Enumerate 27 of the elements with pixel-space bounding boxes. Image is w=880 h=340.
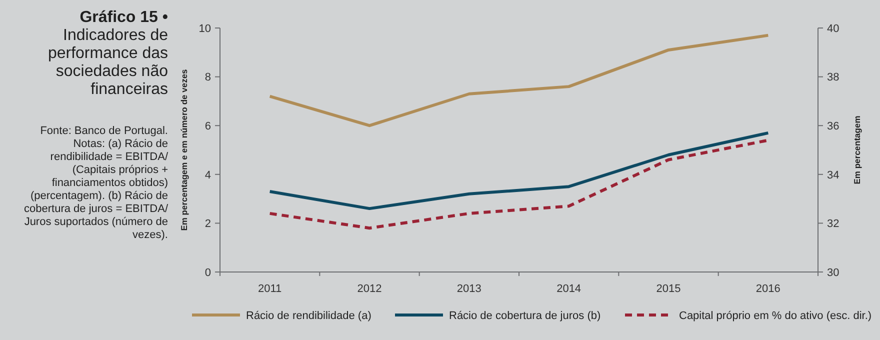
y-axis-title: Em percentagem e em número de vezes xyxy=(179,68,189,231)
text: Fonte: Banco de Portugal. Notas: (a) Rácio de rendibilidade = EBITDA/ (Capitais próprios + financiamentos obtidos) (percentagem). (b) Rácio de cobertura de juros = EBITDA/ Juros suportados (número de vezes). xyxy=(24,125,168,241)
y2-tick-label: 38 xyxy=(827,72,840,84)
x-tick-label: 2013 xyxy=(456,283,482,295)
y2-axis-title: Em percentagem xyxy=(852,115,862,184)
y2-tick-label: 34 xyxy=(827,169,840,182)
legend-label: Rácio de cobertura de juros (b) xyxy=(449,310,601,322)
y2-tick-label: 32 xyxy=(827,218,840,230)
x-tick-label: 2014 xyxy=(556,283,582,295)
y-tick-label: 0 xyxy=(204,266,211,279)
y2-tick-label: 30 xyxy=(827,266,840,279)
legend-label: Capital próprio em % do ativo (esc. dir.) xyxy=(679,310,872,322)
y2-tick-label: 36 xyxy=(827,120,840,132)
line-series xyxy=(268,34,770,128)
y-tick-label: 6 xyxy=(204,120,211,132)
x-tick-label: 2015 xyxy=(656,283,681,295)
x-tick-label: 2012 xyxy=(357,283,382,295)
line-series xyxy=(268,131,770,210)
x-tick-label: 2016 xyxy=(756,283,780,295)
text: Gráfico 15 • Indicadores de performance das sociedades não financeiras xyxy=(48,9,168,98)
y2-tick-label: 40 xyxy=(827,22,840,35)
legend-label: Rácio de rendibilidade (a) xyxy=(246,310,372,322)
y-tick-label: 8 xyxy=(204,72,211,84)
y-tick-label: 4 xyxy=(204,169,211,182)
x-tick-label: 2011 xyxy=(258,283,282,295)
y-tick-label: 2 xyxy=(204,218,211,230)
y-tick-label: 10 xyxy=(198,22,211,35)
